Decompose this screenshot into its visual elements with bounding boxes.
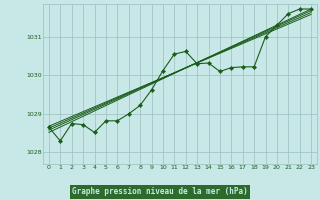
Text: Graphe pression niveau de la mer (hPa): Graphe pression niveau de la mer (hPa) [72, 188, 248, 196]
